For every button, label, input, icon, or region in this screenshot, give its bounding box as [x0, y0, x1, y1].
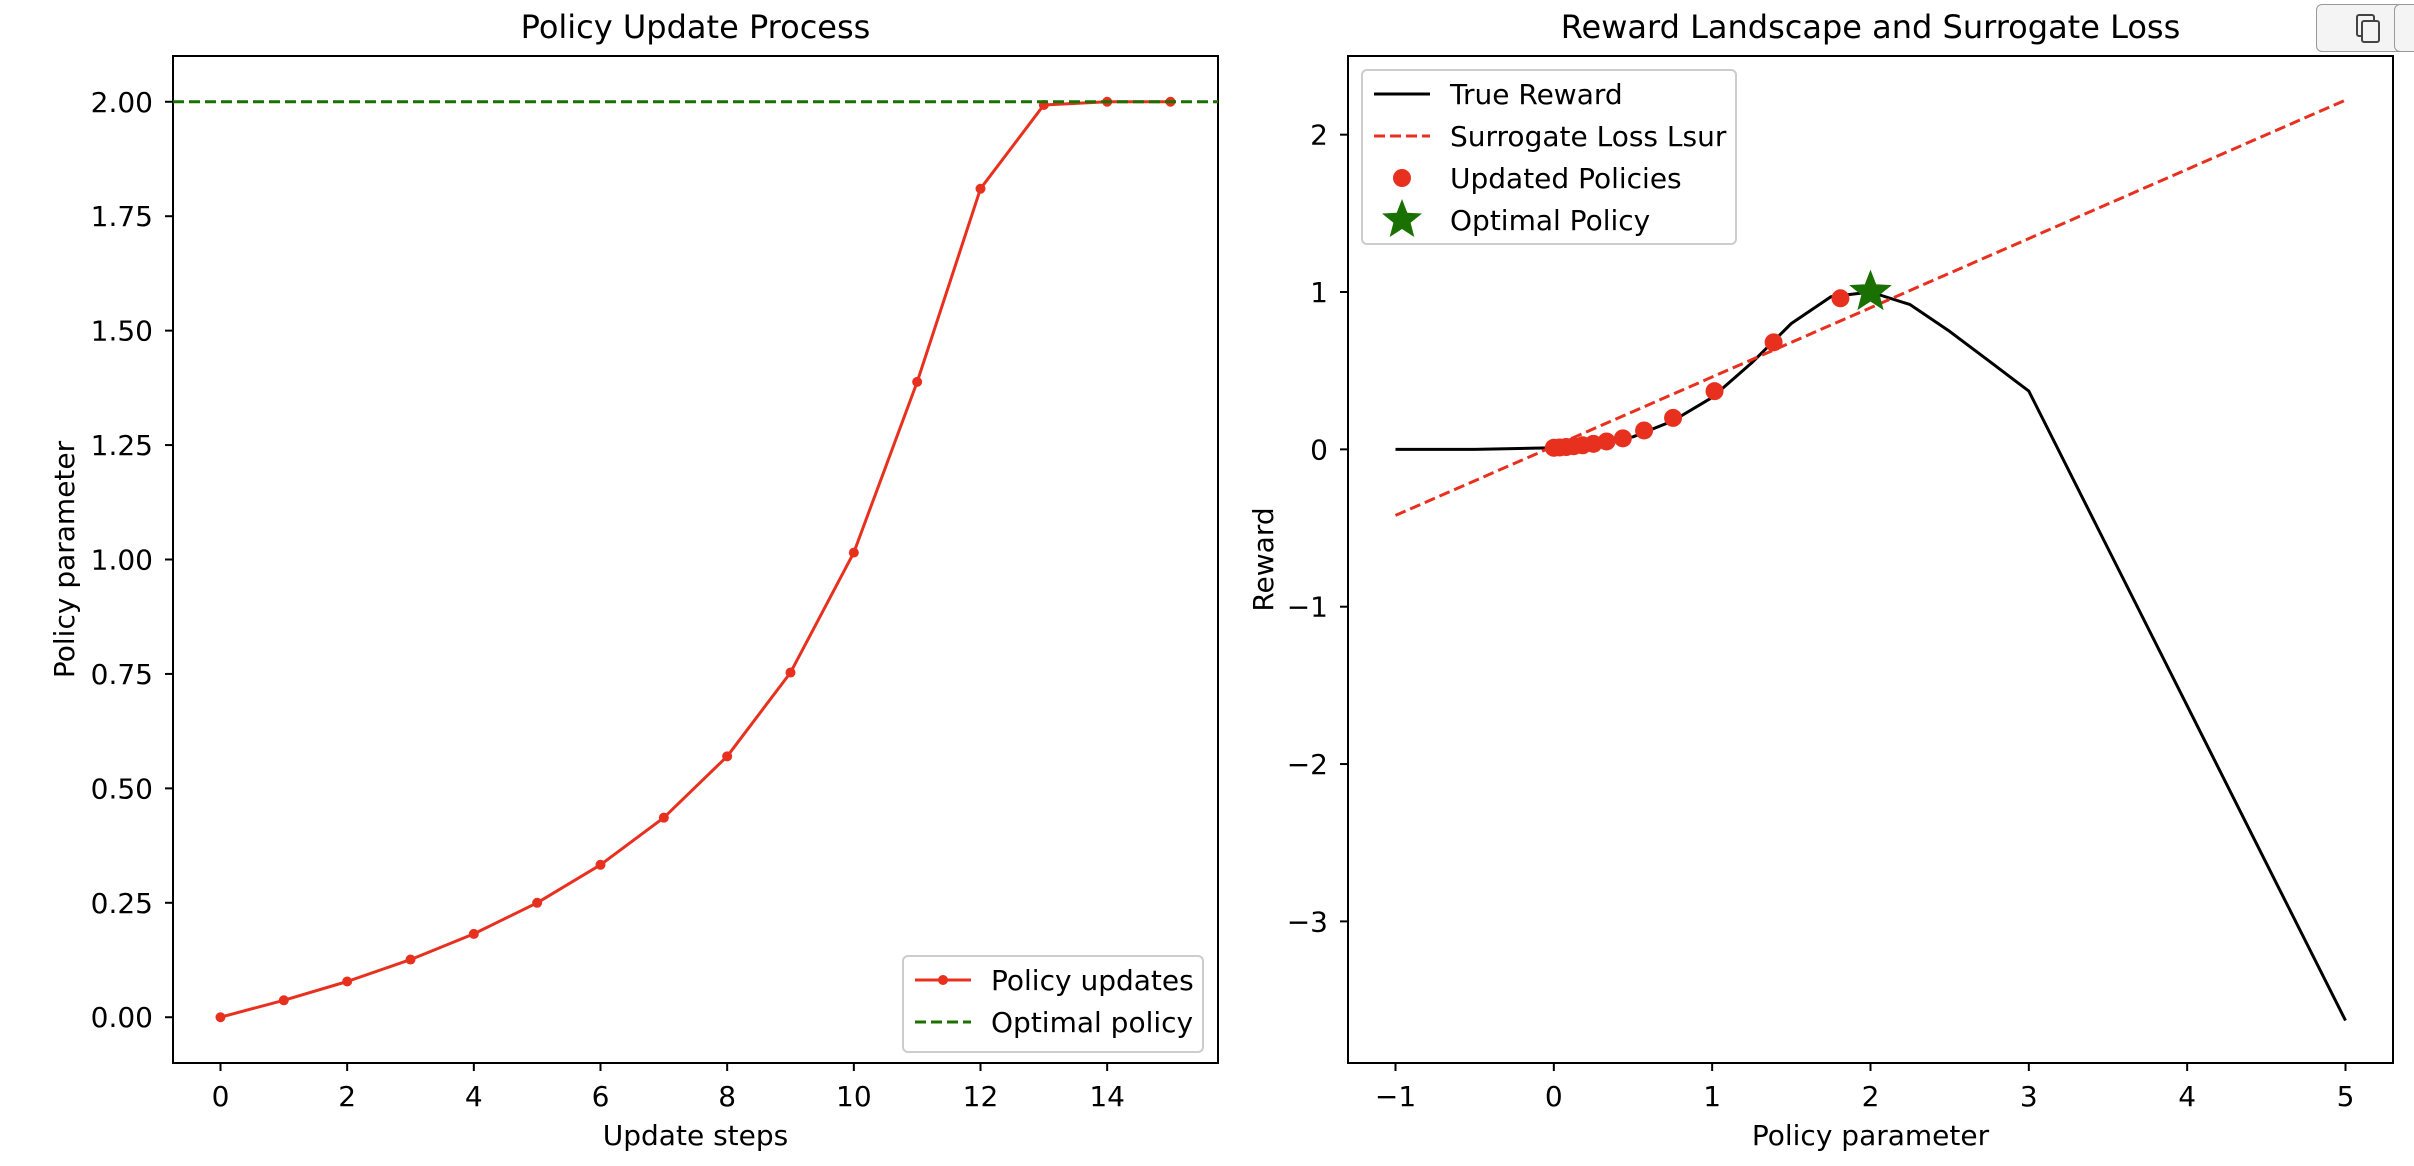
y-tick-label: 0.00 [91, 1001, 153, 1034]
x-tick-label: 8 [718, 1080, 736, 1113]
true-reward-line [1395, 290, 2347, 1022]
y-tick-label: −2 [1287, 748, 1328, 781]
legend-label: Optimal policy [991, 1006, 1193, 1039]
legend-box [902, 955, 1204, 1053]
legend-label: Policy updates [991, 964, 1194, 997]
x-tick-label: 3 [2020, 1080, 2038, 1113]
updated-policies-point [1664, 408, 1683, 427]
policy-updates-point [532, 897, 543, 908]
optimal-policy-point [1849, 269, 1892, 311]
chart-title: Reward Landscape and Surrogate Loss [1561, 8, 2181, 46]
y-tick-label: 2 [1310, 119, 1328, 152]
axes-frame [172, 55, 1219, 1064]
y-tick-label: 0.75 [91, 658, 153, 691]
surrogate-loss-lsur-line [1394, 98, 2347, 517]
x-tick-label: 14 [1089, 1080, 1125, 1113]
policy-updates-point [912, 376, 923, 387]
x-tick-label: 0 [212, 1080, 230, 1113]
x-tick-label: 2 [338, 1080, 356, 1113]
legend-marker-policy-updates [938, 975, 948, 985]
updated-policies-point [1597, 432, 1616, 451]
updated-policies-point [1635, 421, 1654, 440]
chart-title: Policy Update Process [521, 8, 871, 46]
y-tick-label: −3 [1287, 905, 1328, 938]
square-icon [2395, 5, 2414, 53]
policy-updates-point [342, 976, 353, 987]
x-tick-label: 5 [2337, 1080, 2355, 1113]
policy-updates-point [722, 751, 733, 762]
x-axis-label: Update steps [603, 1119, 788, 1152]
policy-updates-line [220, 100, 1171, 1019]
policy-updates-point [975, 183, 986, 194]
policy-updates-point [658, 812, 669, 823]
policy-updates-point [278, 995, 289, 1006]
y-tick-label: 1.25 [91, 429, 153, 462]
y-tick-label: 0.50 [91, 772, 153, 805]
legend-label: True Reward [1449, 78, 1623, 111]
legend-marker-optimal-policy [1382, 199, 1422, 237]
x-tick-label: 1 [1703, 1080, 1721, 1113]
y-tick-label: −1 [1287, 591, 1328, 624]
x-tick-label: 6 [592, 1080, 610, 1113]
y-axis-label: Policy parameter [48, 440, 81, 678]
y-tick-label: 1.00 [91, 544, 153, 577]
toolbar-button[interactable] [2394, 4, 2414, 52]
x-tick-label: 2 [1862, 1080, 1880, 1113]
policy-updates-point [848, 547, 859, 558]
updated-policies-point [1831, 289, 1850, 308]
y-tick-label: 1 [1310, 276, 1328, 309]
plot-area [173, 96, 1218, 1023]
policy-updates-point [405, 954, 416, 965]
x-tick-label: 0 [1545, 1080, 1563, 1113]
y-tick-label: 0.25 [91, 887, 153, 920]
y-tick-label: 0 [1310, 433, 1328, 466]
plot-area [1394, 98, 2347, 1022]
policy-updates-point [215, 1012, 226, 1023]
copy-icon [2356, 14, 2380, 43]
policy-updates-point [595, 859, 606, 870]
x-tick-label: 4 [2178, 1080, 2196, 1113]
y-tick-label: 2.00 [91, 86, 153, 119]
policy-updates-point [785, 667, 796, 678]
legend-label: Optimal Policy [1450, 204, 1650, 237]
legend-label: Updated Policies [1450, 162, 1682, 195]
y-axis-label: Reward [1247, 507, 1280, 611]
legend-box [1361, 69, 1737, 245]
x-tick-label: 12 [963, 1080, 999, 1113]
x-axis-label: Policy parameter [1752, 1119, 1990, 1152]
x-tick-label: 4 [465, 1080, 483, 1113]
x-tick-label: 10 [836, 1080, 872, 1113]
policy-updates-point [468, 928, 479, 939]
legend-marker-updated-policies [1393, 169, 1411, 187]
updated-policies-point [1764, 333, 1783, 352]
updated-policies-point [1705, 382, 1724, 401]
updated-policies-point [1613, 429, 1632, 448]
y-tick-label: 1.75 [91, 200, 153, 233]
x-tick-label: −1 [1375, 1080, 1416, 1113]
y-tick-label: 1.50 [91, 315, 153, 348]
legend-label: Surrogate Loss Lsur [1450, 120, 1727, 153]
